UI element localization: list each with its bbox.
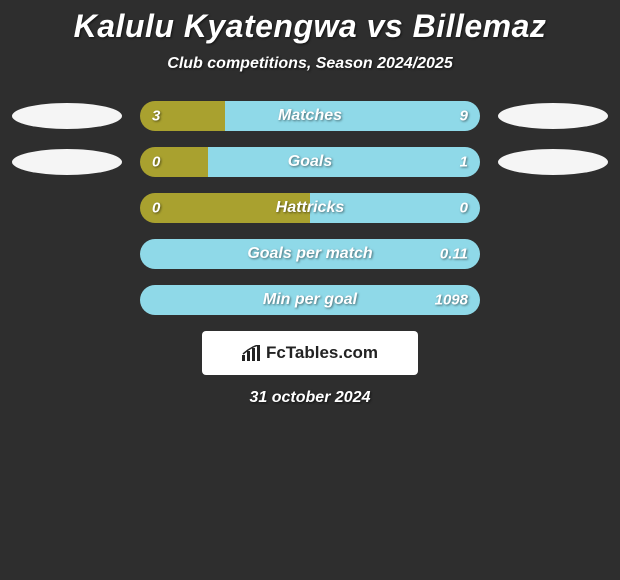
stat-rows: 3 9 Matches 0 1 Goals 0 0 Hattricks 0.11 Goals per… [0,101,620,315]
stat-row: 3 9 Matches [0,101,620,131]
stat-value-right: 1 [460,154,468,171]
stat-row: 0.11 Goals per match [0,239,620,269]
stat-row: 0 0 Hattricks [0,193,620,223]
stat-value-left: 0 [152,200,160,217]
stat-value-right: 0.11 [440,246,468,263]
stat-label: Goals [288,153,332,171]
stat-label: Goals per match [247,245,372,263]
stat-value-right: 9 [460,108,468,125]
stat-label: Hattricks [276,199,344,217]
stat-value-left: 0 [152,154,160,171]
logo-text: FcTables.com [266,343,378,363]
stat-value-right: 0 [460,200,468,217]
bar-right-fill [225,101,480,131]
player-avatar-left [12,149,122,175]
comparison-infographic: Kalulu Kyatengwa vs Billemaz Club compet… [0,0,620,407]
stat-label: Min per goal [263,291,357,309]
stat-bar: 1098 Min per goal [140,285,480,315]
logo-box: FcTables.com [202,331,418,375]
player-avatar-left [12,103,122,129]
page-subtitle: Club competitions, Season 2024/2025 [0,55,620,73]
chart-icon [242,345,262,361]
stat-value-left: 3 [152,108,160,125]
stat-bar: 3 9 Matches [140,101,480,131]
stat-bar: 0 0 Hattricks [140,193,480,223]
stat-bar: 0 1 Goals [140,147,480,177]
player-avatar-right [498,103,608,129]
stat-bar: 0.11 Goals per match [140,239,480,269]
stat-row: 0 1 Goals [0,147,620,177]
player-avatar-right [498,149,608,175]
stat-value-right: 1098 [435,292,468,309]
stat-row: 1098 Min per goal [0,285,620,315]
date-label: 31 october 2024 [0,389,620,407]
logo: FcTables.com [242,343,378,363]
bar-left-fill [140,147,208,177]
stat-label: Matches [278,107,342,125]
bar-right-fill [208,147,480,177]
page-title: Kalulu Kyatengwa vs Billemaz [0,8,620,45]
